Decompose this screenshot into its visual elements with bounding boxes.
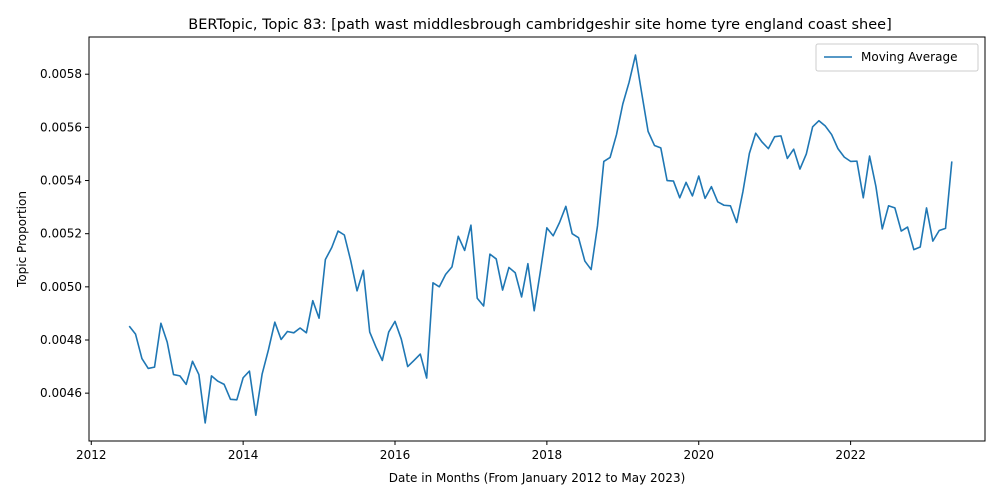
x-tick-label: 2016 [380, 448, 411, 462]
y-axis-label: Topic Proportion [15, 191, 29, 288]
x-tick-label: 2018 [532, 448, 563, 462]
series-line-moving-average [128, 54, 953, 424]
legend-label: Moving Average [861, 50, 957, 64]
y-tick-label: 0.0046 [40, 386, 82, 400]
y-tick-label: 0.0056 [40, 120, 82, 134]
y-tick-label: 0.0050 [40, 280, 82, 294]
y-tick-label: 0.0048 [40, 333, 82, 347]
y-tick-label: 0.0054 [40, 174, 82, 188]
chart-title: BERTopic, Topic 83: [path wast middlesbr… [188, 17, 892, 33]
y-tick-label: 0.0058 [40, 67, 82, 81]
plot-frame [88, 36, 986, 442]
legend-box [815, 43, 979, 72]
legend: Moving Average [815, 43, 979, 72]
x-tick-label: 2012 [76, 448, 107, 462]
y-axis: 0.0046 0.0048 0.0050 0.0052 0.0054 0.0056 0.00… [40, 67, 89, 400]
x-tick-label: 2022 [835, 448, 866, 462]
x-axis: 2012 2014 2016 2018 2020 2022 [76, 441, 866, 462]
plot-area [88, 36, 986, 442]
y-tick-label: 0.0052 [40, 227, 82, 241]
x-tick-label: 2014 [228, 448, 259, 462]
x-axis-label: Date in Months (From January 2012 to May… [389, 471, 686, 485]
series-group [128, 54, 953, 424]
x-tick-label: 2020 [683, 448, 714, 462]
